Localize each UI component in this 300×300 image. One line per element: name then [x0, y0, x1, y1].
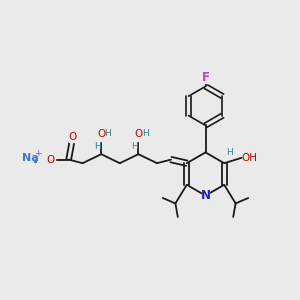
Text: O: O [68, 131, 76, 142]
Bar [98, 135, 104, 141]
Text: H: H [131, 142, 138, 151]
Text: OH: OH [241, 153, 257, 163]
Text: +: + [34, 149, 41, 158]
Bar [135, 135, 141, 141]
Text: N: N [200, 189, 211, 202]
Text: F: F [202, 71, 209, 84]
Bar [202, 192, 209, 199]
Text: H: H [226, 148, 233, 157]
Bar [69, 137, 74, 142]
Text: H: H [104, 129, 111, 138]
Bar [243, 154, 255, 162]
Bar [203, 77, 208, 83]
Text: Na: Na [22, 153, 39, 163]
Text: H: H [142, 129, 148, 138]
Text: O: O [97, 129, 105, 139]
Text: H: H [94, 142, 101, 151]
Text: O: O [47, 154, 55, 165]
Text: O: O [134, 129, 142, 139]
Bar [47, 156, 55, 164]
